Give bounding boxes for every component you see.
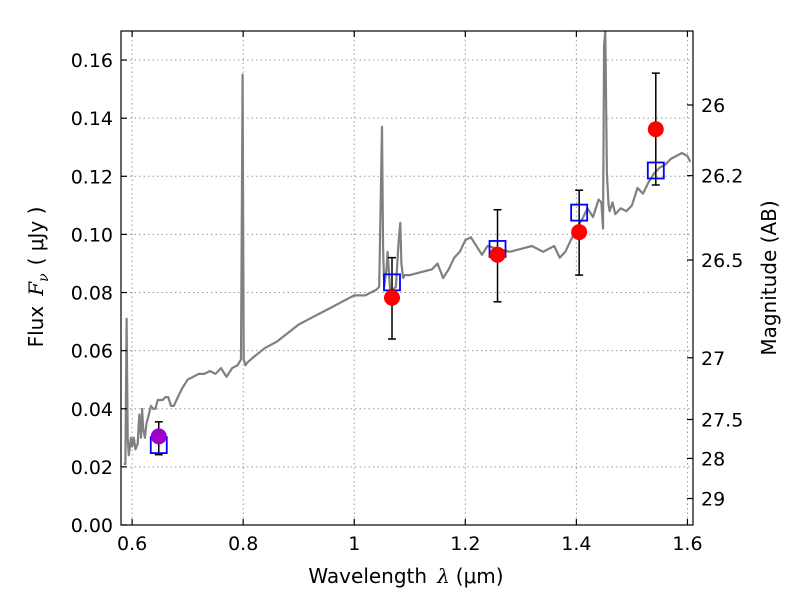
x-tick-label: 1 <box>348 533 360 555</box>
mag-tick-label: 28 <box>701 448 725 470</box>
x-axis-label: Wavelength λ (μm) <box>308 564 503 588</box>
spectrum-line <box>123 31 692 466</box>
x-tick-label: 1.2 <box>450 533 480 555</box>
mag-tick-label: 29 <box>701 488 725 510</box>
x-tick-label: 0.8 <box>228 533 258 555</box>
observed-marker <box>384 289 401 306</box>
x-tick-label: 0.6 <box>117 533 147 555</box>
y-tick-label: 0.08 <box>71 283 113 305</box>
y-tick-label: 0.14 <box>71 108 113 130</box>
mag-tick-label: 26.2 <box>701 166 743 188</box>
y-tick-label: 0.00 <box>71 515 113 537</box>
y2-axis-label: Magnitude (AB) <box>757 200 781 355</box>
x-tick-label: 1.6 <box>672 533 702 555</box>
photometry-markers <box>149 72 665 456</box>
y-tick-label: 0.04 <box>71 399 113 421</box>
y-tick-label: 0.16 <box>71 50 113 72</box>
model-point <box>646 161 665 180</box>
observed-marker <box>647 121 664 138</box>
mag-tick-label: 26 <box>701 95 725 117</box>
mag-tick-label: 26.5 <box>701 250 743 272</box>
spectrum <box>123 31 692 466</box>
y-tick-label: 0.12 <box>71 166 113 188</box>
mag-tick-label: 27 <box>701 348 725 370</box>
observed-marker <box>489 246 506 263</box>
plot-frame <box>120 30 694 526</box>
model-point <box>570 203 589 222</box>
observed-marker <box>571 224 588 241</box>
x-tick-label: 1.4 <box>561 533 591 555</box>
observed-marker <box>150 428 167 445</box>
y-tick-label: 0.10 <box>71 224 113 246</box>
y-tick-label: 0.02 <box>71 457 113 479</box>
y-tick-label: 0.06 <box>71 341 113 363</box>
y-axis-label: FluxFν( μJy ) <box>24 207 52 348</box>
axis-ticks: 0.6 0.8 1 1.2 1.4 1.6 0.00 0.02 0.04 0.06 0.08 0.10… <box>71 31 743 555</box>
mag-tick-label: 27.5 <box>701 409 743 431</box>
